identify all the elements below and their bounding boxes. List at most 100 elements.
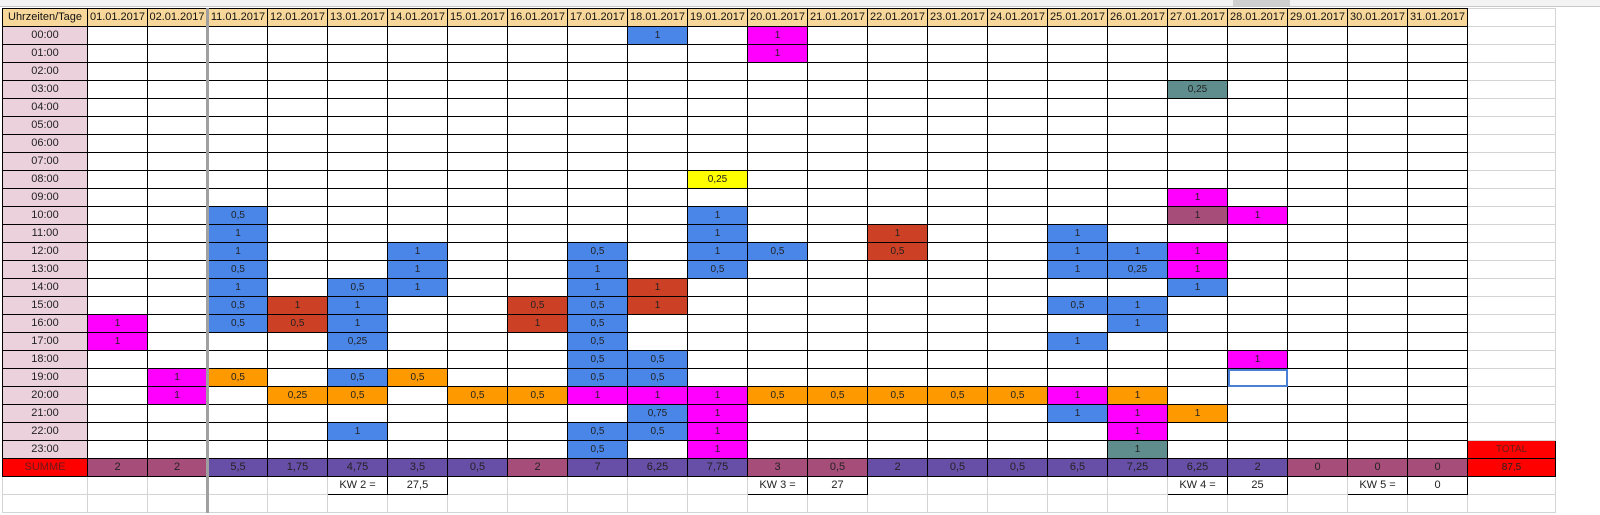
time-entry-cell[interactable]: 1 <box>147 368 208 387</box>
empty-grid-cell[interactable] <box>987 440 1048 459</box>
time-entry-cell[interactable]: 0,5 <box>206 260 268 279</box>
empty-grid-cell[interactable] <box>447 134 508 153</box>
empty-grid-cell[interactable] <box>927 152 988 171</box>
empty-grid-cell[interactable] <box>867 314 928 333</box>
empty-grid-cell[interactable] <box>1287 134 1348 153</box>
empty-grid-cell[interactable] <box>807 170 868 189</box>
empty-grid-cell[interactable] <box>1347 116 1408 135</box>
empty-grid-cell[interactable] <box>1227 314 1288 333</box>
empty-grid-cell[interactable] <box>1407 152 1468 171</box>
empty-grid-cell[interactable] <box>267 224 328 243</box>
week-label-cell[interactable]: KW 4 = <box>1167 476 1228 495</box>
empty-grid-cell[interactable] <box>447 62 508 81</box>
empty-cell[interactable] <box>1467 368 1556 387</box>
week-total-cell[interactable]: 25 <box>1227 476 1288 495</box>
empty-cell[interactable] <box>1467 44 1556 63</box>
empty-grid-cell[interactable] <box>987 242 1048 261</box>
time-entry-cell[interactable]: 0,5 <box>867 386 928 405</box>
selected-cell[interactable] <box>1227 368 1288 387</box>
empty-grid-cell[interactable] <box>1167 98 1228 117</box>
empty-cell[interactable] <box>987 494 1048 513</box>
empty-grid-cell[interactable] <box>206 404 268 423</box>
empty-grid-cell[interactable] <box>507 62 568 81</box>
empty-grid-cell[interactable] <box>987 98 1048 117</box>
empty-grid-cell[interactable] <box>267 404 328 423</box>
empty-grid-cell[interactable] <box>927 422 988 441</box>
empty-grid-cell[interactable] <box>1347 296 1408 315</box>
empty-grid-cell[interactable] <box>1407 386 1468 405</box>
empty-grid-cell[interactable] <box>1407 206 1468 225</box>
empty-grid-cell[interactable] <box>747 260 808 279</box>
empty-grid-cell[interactable] <box>567 404 628 423</box>
empty-grid-cell[interactable] <box>447 188 508 207</box>
empty-grid-cell[interactable] <box>1107 368 1168 387</box>
hour-label-cell[interactable]: 19:00 <box>2 368 88 387</box>
date-header-cell[interactable]: 21.01.2017 <box>807 8 868 27</box>
empty-grid-cell[interactable] <box>147 260 208 279</box>
time-entry-cell[interactable]: 1 <box>327 314 388 333</box>
time-entry-cell[interactable]: 1 <box>87 314 148 333</box>
empty-grid-cell[interactable] <box>1347 80 1408 99</box>
time-entry-cell[interactable]: 1 <box>627 26 688 45</box>
empty-grid-cell[interactable] <box>447 44 508 63</box>
empty-grid-cell[interactable] <box>327 116 388 135</box>
empty-grid-cell[interactable] <box>507 206 568 225</box>
empty-grid-cell[interactable] <box>807 206 868 225</box>
empty-grid-cell[interactable] <box>1407 350 1468 369</box>
empty-cell[interactable] <box>2 476 88 495</box>
empty-grid-cell[interactable] <box>867 278 928 297</box>
empty-grid-cell[interactable] <box>1227 152 1288 171</box>
empty-grid-cell[interactable] <box>1287 80 1348 99</box>
time-entry-cell[interactable]: 1 <box>1167 278 1228 297</box>
empty-grid-cell[interactable] <box>1287 62 1348 81</box>
empty-grid-cell[interactable] <box>1047 368 1108 387</box>
empty-cell[interactable] <box>1467 152 1556 171</box>
empty-grid-cell[interactable] <box>1107 350 1168 369</box>
empty-grid-cell[interactable] <box>1407 422 1468 441</box>
time-entry-cell[interactable]: 1 <box>627 296 688 315</box>
day-sum-cell[interactable]: 0,5 <box>807 458 868 477</box>
empty-grid-cell[interactable] <box>987 350 1048 369</box>
empty-cell[interactable] <box>1467 242 1556 261</box>
time-entry-cell[interactable]: 0,5 <box>867 242 928 261</box>
empty-grid-cell[interactable] <box>927 314 988 333</box>
empty-grid-cell[interactable] <box>1167 296 1228 315</box>
time-entry-cell[interactable]: 1 <box>206 224 268 243</box>
empty-grid-cell[interactable] <box>1407 62 1468 81</box>
empty-grid-cell[interactable] <box>1167 224 1228 243</box>
date-header-cell[interactable]: 22.01.2017 <box>867 8 928 27</box>
empty-cell[interactable] <box>447 494 508 513</box>
column-header-strip[interactable] <box>0 0 1600 7</box>
empty-cell[interactable] <box>87 494 148 513</box>
empty-grid-cell[interactable] <box>687 80 748 99</box>
date-header-cell[interactable]: 01.01.2017 <box>87 8 148 27</box>
empty-grid-cell[interactable] <box>1287 26 1348 45</box>
empty-grid-cell[interactable] <box>1107 332 1168 351</box>
empty-grid-cell[interactable] <box>1167 62 1228 81</box>
empty-grid-cell[interactable] <box>687 44 748 63</box>
empty-grid-cell[interactable] <box>87 368 148 387</box>
empty-grid-cell[interactable] <box>867 80 928 99</box>
empty-cell[interactable] <box>1467 8 1556 27</box>
empty-cell[interactable] <box>147 494 208 513</box>
empty-cell[interactable] <box>2 494 88 513</box>
day-sum-cell[interactable]: 7,25 <box>1107 458 1168 477</box>
week-total-cell[interactable]: 0 <box>1407 476 1468 495</box>
empty-grid-cell[interactable] <box>627 314 688 333</box>
empty-grid-cell[interactable] <box>807 350 868 369</box>
empty-grid-cell[interactable] <box>927 404 988 423</box>
empty-grid-cell[interactable] <box>507 170 568 189</box>
hour-label-cell[interactable]: 12:00 <box>2 242 88 261</box>
time-entry-cell[interactable]: 0,25 <box>687 170 748 189</box>
empty-grid-cell[interactable] <box>1107 188 1168 207</box>
empty-grid-cell[interactable] <box>1227 404 1288 423</box>
empty-grid-cell[interactable] <box>447 350 508 369</box>
empty-grid-cell[interactable] <box>447 170 508 189</box>
empty-grid-cell[interactable] <box>747 62 808 81</box>
time-entry-cell[interactable]: 0,5 <box>567 368 628 387</box>
empty-cell[interactable] <box>1407 494 1468 513</box>
empty-grid-cell[interactable] <box>1227 386 1288 405</box>
time-entry-cell[interactable]: 1 <box>567 260 628 279</box>
empty-grid-cell[interactable] <box>927 44 988 63</box>
day-sum-cell[interactable]: 4,75 <box>327 458 388 477</box>
